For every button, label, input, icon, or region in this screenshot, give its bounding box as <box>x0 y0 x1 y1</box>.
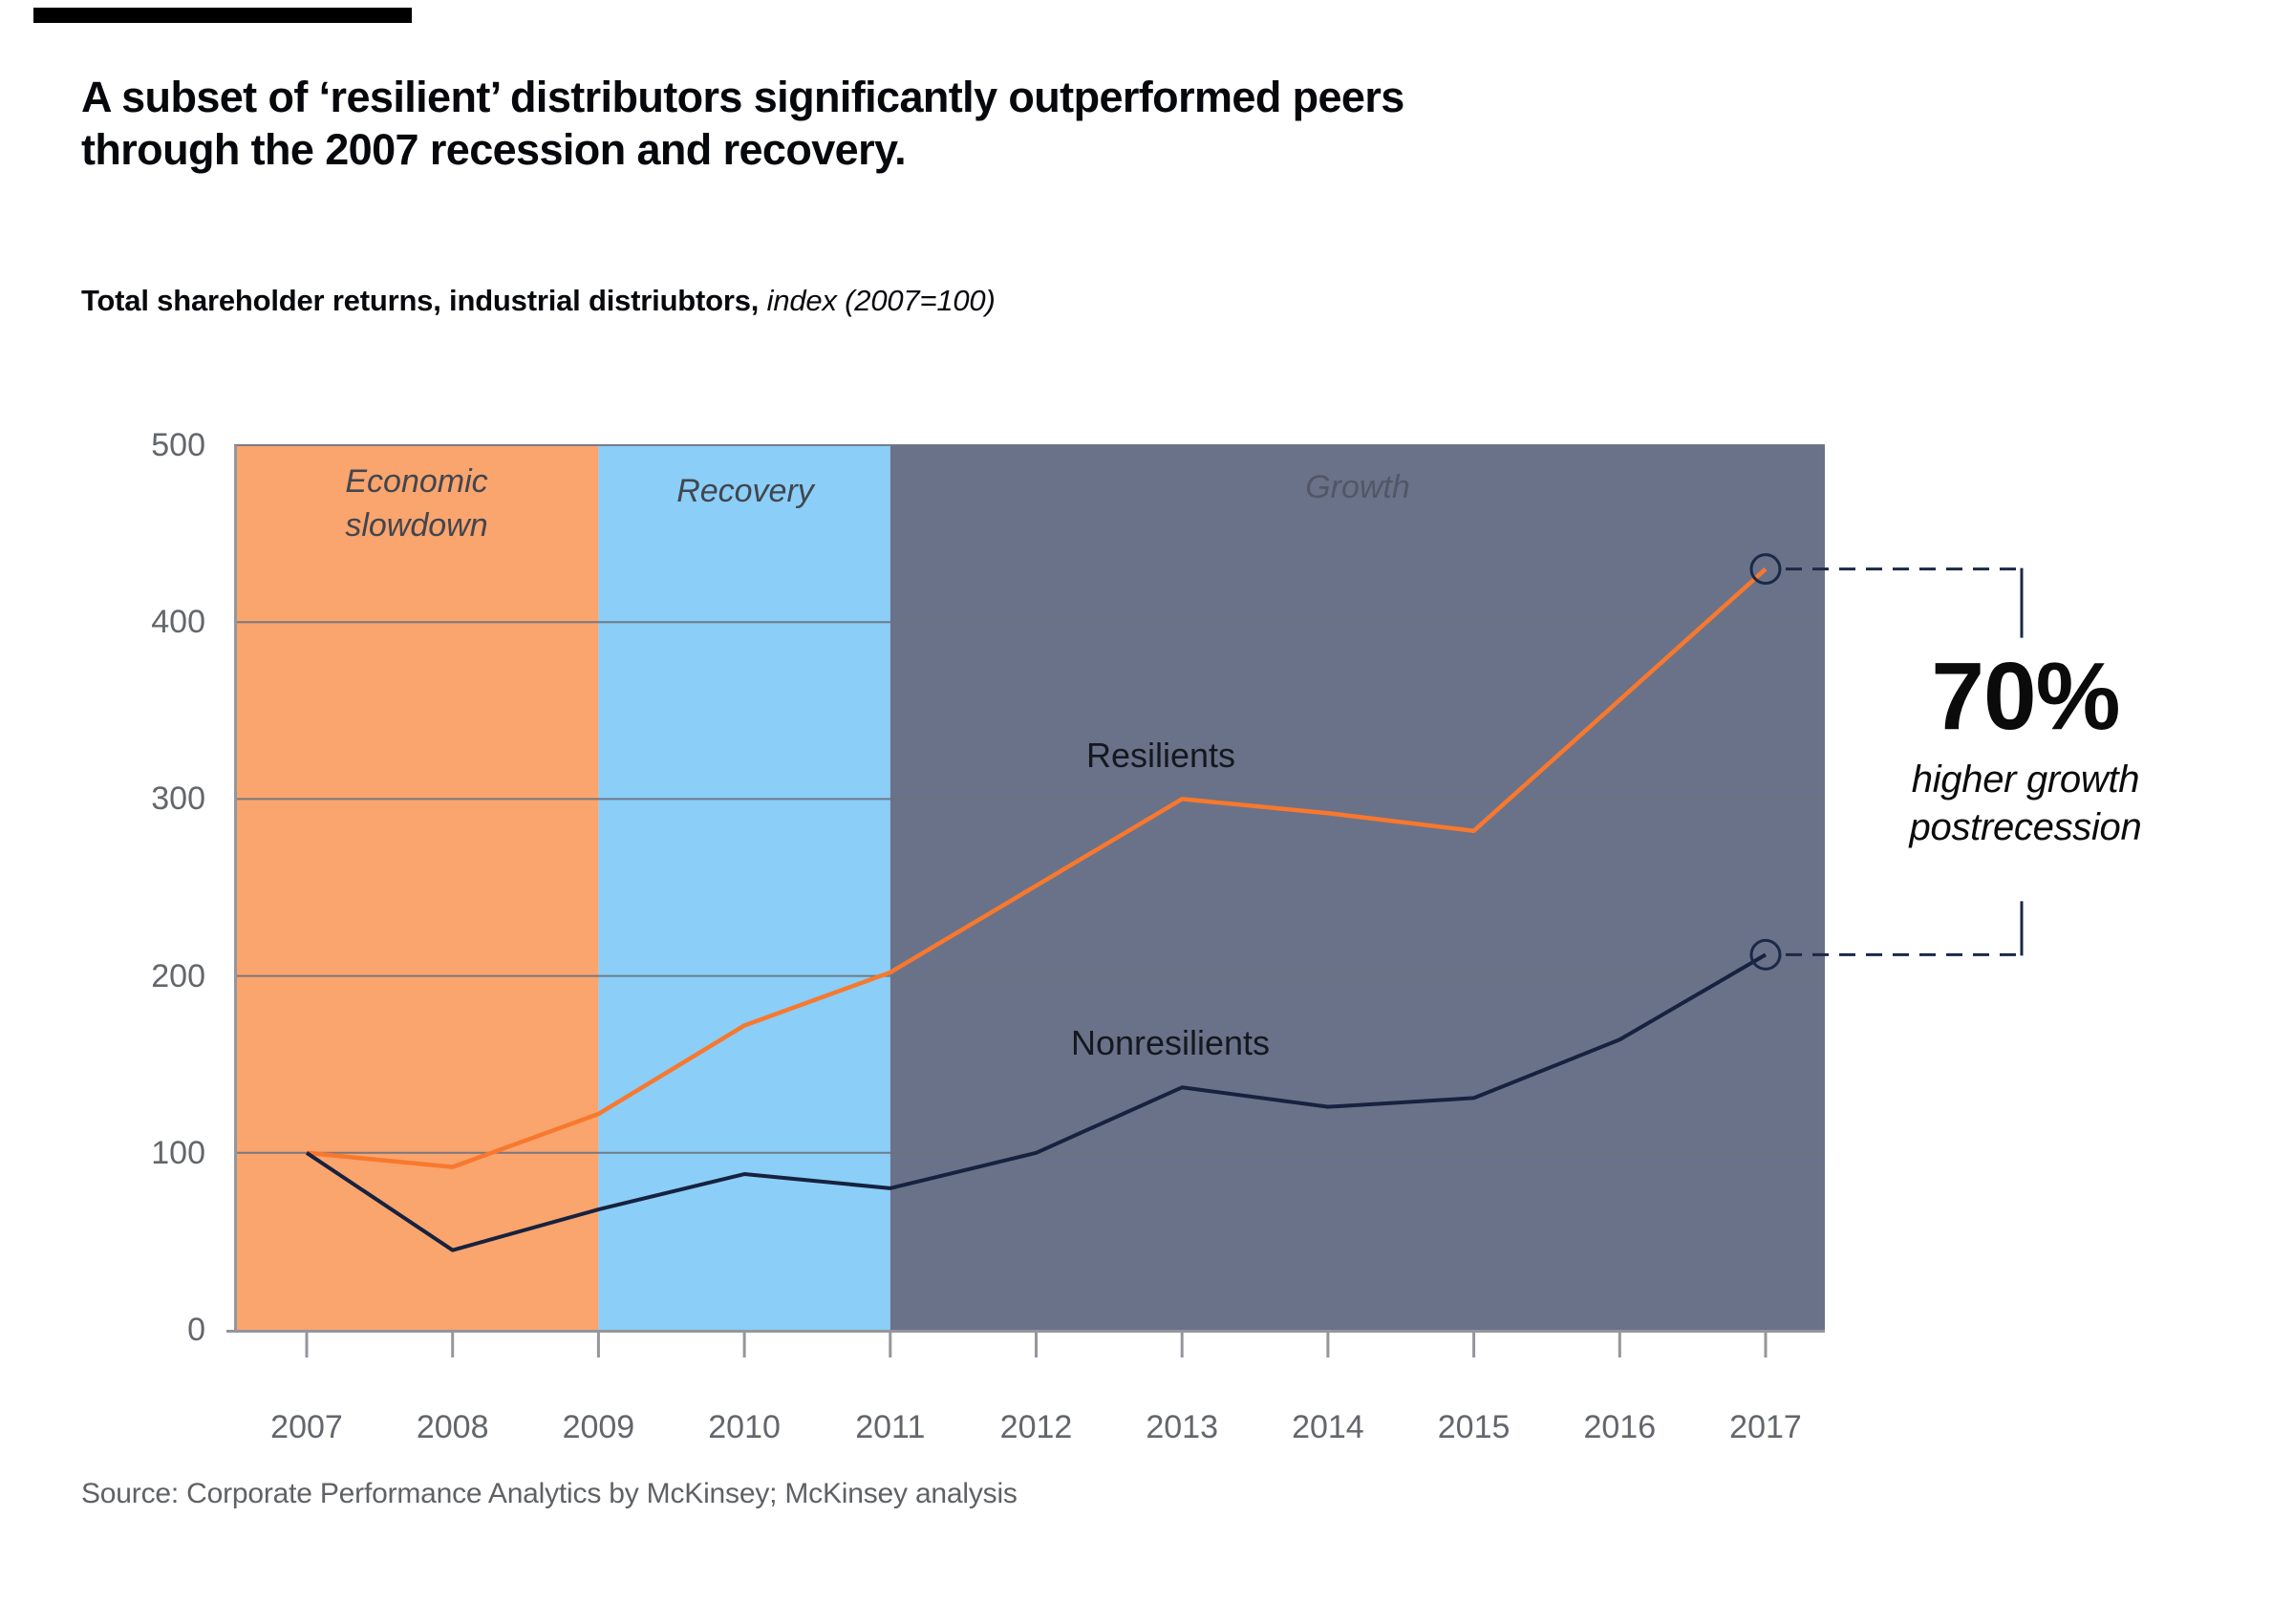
x-tick-label-2016: 2016 <box>1583 1409 1657 1445</box>
x-tick-label-2009: 2009 <box>562 1409 635 1445</box>
y-tick-label-500: 500 <box>151 427 205 463</box>
y-tick-label-300: 300 <box>151 780 205 818</box>
band-label-growth: Growth <box>1305 469 1410 505</box>
x-tick-label-2014: 2014 <box>1292 1409 1364 1445</box>
y-tick-label-400: 400 <box>151 604 205 641</box>
y-tick-label-100: 100 <box>151 1134 205 1171</box>
x-tick-label-2013: 2013 <box>1146 1409 1218 1445</box>
chart-subtitle-main: Total shareholder returns, industrial di… <box>81 284 760 317</box>
exhibit-top-bar <box>33 8 412 23</box>
y-tick-label-0: 0 <box>187 1312 205 1348</box>
annotation-headline: 70% <box>1931 643 2120 750</box>
page-title-line2: through the 2007 recession and recovery. <box>81 125 907 175</box>
x-tick-label-2007: 2007 <box>270 1409 343 1445</box>
x-tick-label-2008: 2008 <box>416 1409 489 1445</box>
endpoint-circle-nonresilients <box>1749 938 1782 971</box>
series-label-nonresilients: Nonresilients <box>1070 1023 1271 1062</box>
x-tick-label-2011: 2011 <box>855 1409 926 1445</box>
page-title-line1: A subset of ‘resilient’ distributors sig… <box>81 73 1404 121</box>
series-line-resilients <box>306 566 1768 1169</box>
series-label-resilients: Resilients <box>1085 736 1236 775</box>
band-label-economic-slowdown: Economic slowdown <box>345 463 488 544</box>
source-note: Source: Corporate Performance Analytics … <box>81 1478 1018 1509</box>
chart-subtitle-index: index (2007=100) <box>766 284 996 317</box>
annotation-callout: 70% higher growth postrecession <box>1868 648 2183 851</box>
series-line-nonresilients <box>305 952 1768 1252</box>
x-tick-label-2012: 2012 <box>999 1409 1073 1445</box>
phase-band-2 <box>889 445 1825 1330</box>
x-tick-label-2015: 2015 <box>1437 1409 1511 1445</box>
page-title: A subset of ‘resilient’ distributors sig… <box>81 71 1404 177</box>
phase-band-0 <box>234 445 599 1330</box>
x-tick-label-2010: 2010 <box>708 1409 781 1445</box>
x-tick-label-2017: 2017 <box>1729 1409 1802 1445</box>
endpoint-circle-resilients <box>1749 553 1782 586</box>
band-label-recovery: Recovery <box>676 473 814 509</box>
y-tick-label-200: 200 <box>151 957 205 994</box>
annotation-caption: higher growth postrecession <box>1909 759 2142 848</box>
chart-subtitle: Total shareholder returns, industrial di… <box>81 284 996 318</box>
